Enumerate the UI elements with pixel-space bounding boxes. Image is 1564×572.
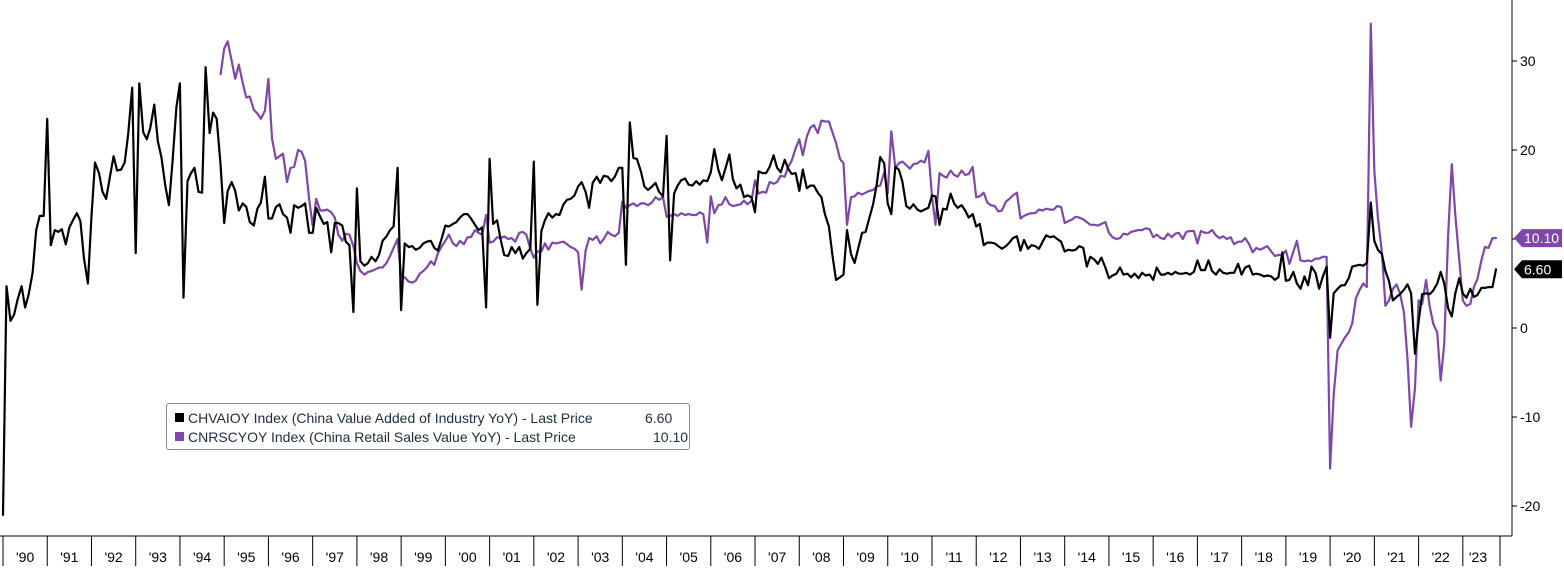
y-tick-label: 0 bbox=[1520, 320, 1528, 336]
y-tick-label: -10 bbox=[1520, 409, 1540, 425]
legend-value-retail: 10.10 bbox=[653, 428, 689, 445]
last-price-tag-bg bbox=[1514, 229, 1562, 248]
x-tick-label: '20 bbox=[1343, 549, 1361, 565]
x-tick-label: '06 bbox=[724, 549, 742, 565]
x-tick-label: '05 bbox=[680, 549, 698, 565]
x-tick-label: '90 bbox=[16, 549, 34, 565]
legend-item-industry: CHVAIOY Index (China Value Added of Indu… bbox=[175, 408, 681, 427]
x-tick-label: '01 bbox=[503, 549, 521, 565]
x-tick-label: '98 bbox=[370, 549, 388, 565]
x-tick-label: '13 bbox=[1033, 549, 1051, 565]
series-line-industry bbox=[1, 66, 1498, 516]
x-tick-label: '93 bbox=[149, 549, 167, 565]
x-tick-label: '95 bbox=[237, 549, 255, 565]
x-tick-label: '92 bbox=[104, 549, 122, 565]
x-tick-label: '14 bbox=[1078, 549, 1096, 565]
x-tick-label: '00 bbox=[458, 549, 476, 565]
legend-item-retail: CNRSCYOY Index (China Retail Sales Value… bbox=[175, 427, 688, 446]
tag-layer: 6.60 10.10 bbox=[1514, 229, 1562, 279]
x-tick-label: '94 bbox=[193, 549, 211, 565]
x-tick-label: '02 bbox=[547, 549, 565, 565]
x-tick-label: '11 bbox=[945, 549, 962, 565]
x-tick-label: '03 bbox=[591, 549, 609, 565]
legend-swatch-industry bbox=[175, 413, 184, 422]
legend-label-industry: CHVAIOY Index (China Value Added of Indu… bbox=[188, 409, 593, 426]
x-tick-label: '99 bbox=[414, 549, 432, 565]
last-price-tag-label: 6.60 bbox=[1524, 261, 1551, 277]
x-tick-label: '08 bbox=[812, 549, 830, 565]
x-tick-label: '10 bbox=[901, 549, 919, 565]
x-tick-label: '07 bbox=[768, 549, 786, 565]
legend-swatch-retail bbox=[175, 432, 184, 441]
x-tick-label: '15 bbox=[1122, 549, 1140, 565]
y-tick-label: -20 bbox=[1520, 498, 1540, 514]
x-tick-label: '12 bbox=[989, 549, 1007, 565]
y-tick-label: 30 bbox=[1520, 53, 1536, 69]
x-tick-label: '18 bbox=[1255, 549, 1273, 565]
last-price-tag-bg bbox=[1514, 260, 1562, 279]
y-tick-label: 20 bbox=[1520, 142, 1536, 158]
legend-label-retail: CNRSCYOY Index (China Retail Sales Value… bbox=[188, 428, 576, 445]
x-tick-label: '22 bbox=[1432, 549, 1450, 565]
plot-layer bbox=[1, 22, 1498, 516]
x-tick-label: '97 bbox=[326, 549, 344, 565]
x-tick-label: '91 bbox=[60, 549, 78, 565]
chart-legend: CHVAIOY Index (China Value Added of Indu… bbox=[166, 403, 690, 450]
x-tick-label: '23 bbox=[1469, 549, 1487, 565]
x-tick-label: '04 bbox=[635, 549, 653, 565]
x-tick-label: '16 bbox=[1166, 549, 1184, 565]
x-tick-label: '96 bbox=[281, 549, 299, 565]
x-tick-label: '21 bbox=[1387, 549, 1405, 565]
legend-value-industry: 6.60 bbox=[645, 409, 673, 426]
last-price-tag-industry: 6.60 bbox=[1514, 260, 1562, 279]
x-tick-label: '19 bbox=[1299, 549, 1317, 565]
last-price-tag-retail: 10.10 bbox=[1514, 229, 1562, 248]
x-tick-label: '17 bbox=[1210, 549, 1228, 565]
last-price-tag-label: 10.10 bbox=[1524, 230, 1559, 246]
x-tick-label: '09 bbox=[856, 549, 874, 565]
